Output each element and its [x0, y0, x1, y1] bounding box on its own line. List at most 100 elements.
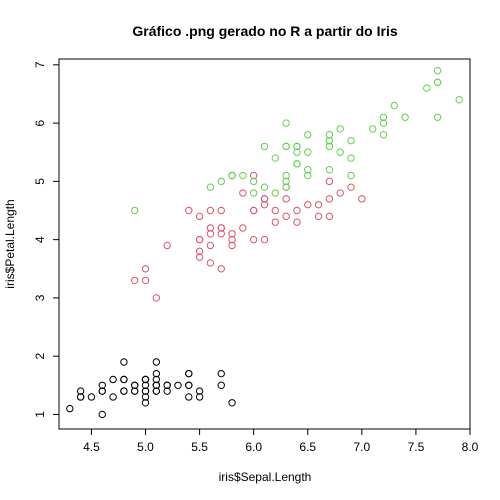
x-tick-label: 5.0	[137, 440, 154, 454]
data-point	[228, 171, 236, 180]
data-point	[239, 171, 247, 180]
data-point	[260, 235, 269, 244]
data-point	[293, 218, 301, 226]
data-point	[76, 393, 85, 401]
data-point	[195, 253, 204, 261]
data-point	[195, 393, 204, 401]
data-point	[217, 265, 225, 273]
data-point	[239, 189, 247, 197]
data-point	[325, 131, 334, 139]
data-point	[304, 131, 312, 139]
data-point	[217, 381, 225, 389]
data-point	[304, 171, 312, 180]
data-point	[293, 206, 301, 215]
data-point	[120, 358, 128, 366]
data-point	[206, 183, 215, 191]
data-point	[282, 195, 290, 203]
data-point	[347, 171, 355, 180]
data-point	[120, 387, 128, 395]
data-point	[120, 375, 128, 384]
data-point	[433, 78, 442, 87]
data-point	[347, 136, 355, 145]
data-point	[195, 387, 204, 395]
data-point	[347, 154, 355, 162]
data-point	[206, 224, 215, 232]
data-point	[141, 387, 150, 395]
x-tick-label: 7.5	[408, 440, 425, 454]
data-point	[249, 171, 258, 180]
data-point	[455, 96, 463, 104]
data-point	[152, 375, 161, 384]
data-point	[76, 387, 85, 395]
data-point	[163, 241, 171, 250]
data-point	[336, 189, 344, 197]
data-point	[131, 206, 139, 215]
data-point	[336, 148, 344, 156]
data-point	[131, 381, 139, 389]
data-point	[206, 206, 215, 215]
data-point	[206, 259, 215, 267]
data-point	[433, 66, 442, 75]
data-point	[141, 276, 150, 285]
x-tick-label: 8.0	[462, 440, 479, 454]
data-points	[66, 66, 463, 419]
y-tick-label: 2	[33, 353, 47, 360]
data-point	[98, 387, 106, 395]
data-point	[347, 183, 355, 191]
y-tick-label: 7	[33, 61, 47, 68]
data-point	[131, 387, 139, 395]
data-point	[206, 230, 215, 238]
data-point	[195, 235, 204, 244]
data-point	[109, 375, 117, 384]
data-point	[185, 369, 193, 378]
data-point	[336, 125, 344, 133]
data-point	[325, 142, 334, 151]
x-tick-label: 5.5	[191, 440, 208, 454]
data-point	[185, 393, 193, 401]
data-point	[185, 381, 193, 389]
data-point	[260, 195, 269, 203]
data-point	[304, 148, 312, 156]
data-point	[314, 200, 323, 209]
data-point	[195, 247, 204, 255]
data-point	[131, 276, 139, 285]
data-point	[87, 393, 96, 401]
data-point	[271, 189, 280, 197]
data-point	[282, 177, 290, 186]
data-point	[98, 410, 106, 419]
data-point	[249, 235, 258, 244]
data-point	[325, 195, 334, 203]
data-point	[163, 387, 171, 395]
data-point	[271, 218, 280, 226]
y-tick-label: 6	[33, 119, 47, 126]
data-point	[174, 381, 182, 389]
data-point	[152, 387, 161, 395]
data-point	[271, 206, 280, 215]
data-point	[423, 84, 431, 92]
x-tick-label: 6.0	[245, 440, 262, 454]
x-axis-label: iris$Sepal.Length	[219, 470, 312, 484]
data-point	[390, 101, 398, 110]
data-point	[260, 142, 269, 151]
data-point	[217, 177, 225, 186]
data-point	[239, 224, 247, 232]
data-point	[141, 265, 150, 273]
data-point	[293, 160, 301, 168]
y-tick-label: 5	[33, 178, 47, 185]
data-point	[249, 177, 258, 186]
data-point	[293, 148, 301, 156]
y-axis-label: iris$Petal.Length	[3, 199, 17, 288]
x-tick-label: 4.5	[83, 440, 100, 454]
data-point	[325, 212, 334, 221]
data-point	[228, 399, 236, 407]
data-point	[260, 183, 269, 191]
data-point	[66, 404, 74, 413]
data-point	[217, 206, 225, 215]
data-point	[206, 241, 215, 250]
plot-frame	[58, 58, 471, 430]
data-point	[379, 131, 388, 139]
data-point	[228, 230, 236, 238]
y-tick-label: 3	[33, 294, 47, 301]
data-point	[98, 381, 106, 389]
